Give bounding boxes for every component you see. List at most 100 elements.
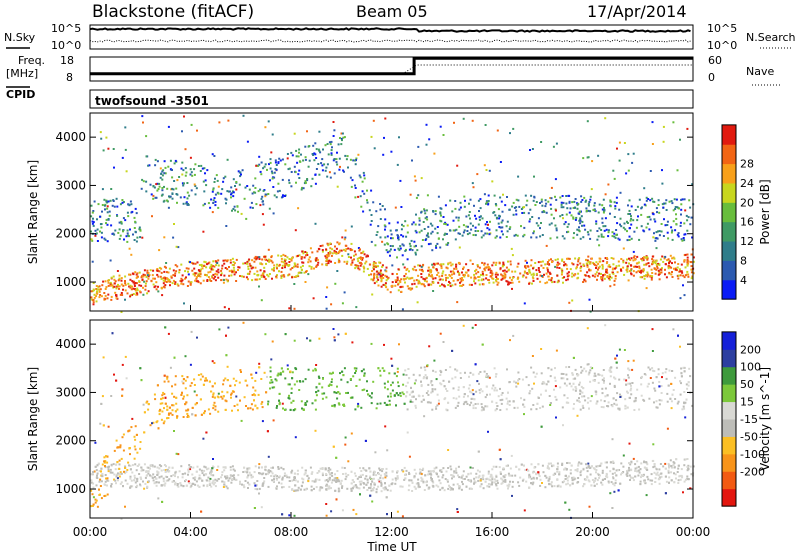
range-cell (383, 243, 386, 246)
range-cell (632, 152, 635, 155)
range-cell (240, 212, 243, 215)
range-cell (491, 476, 494, 479)
range-cell (319, 467, 322, 470)
range-cell (271, 133, 274, 136)
range-cell (442, 270, 445, 273)
range-cell (620, 473, 622, 476)
range-cell (442, 134, 445, 136)
range-cell (293, 132, 296, 135)
range-cell (651, 255, 654, 258)
range-cell (616, 392, 619, 395)
range-cell (106, 240, 109, 243)
range-cell (439, 278, 442, 281)
range-cell (278, 475, 281, 478)
range-cell (143, 280, 146, 283)
range-cell (358, 174, 361, 177)
range-cell (461, 277, 463, 279)
range-cell (298, 148, 301, 151)
range-cell (442, 341, 445, 343)
range-cell (340, 143, 343, 146)
range-cell (116, 214, 119, 217)
range-cell (126, 469, 129, 471)
range-cell (682, 284, 684, 287)
range-cell (530, 194, 533, 197)
range-cell (150, 475, 153, 478)
range-cell (95, 295, 98, 298)
range-cell (574, 198, 577, 200)
range-cell (138, 284, 141, 287)
range-cell (541, 234, 544, 236)
range-cell (577, 258, 580, 261)
range-cell (165, 271, 168, 274)
range-cell (494, 214, 497, 217)
range-cell (338, 251, 341, 253)
range-cell (400, 234, 403, 237)
range-cell (640, 394, 643, 397)
range-cell (252, 386, 255, 389)
range-cell (656, 265, 659, 268)
range-cell (129, 453, 131, 456)
range-cell (505, 397, 508, 400)
range-cell (681, 271, 684, 274)
range-cell (169, 159, 172, 162)
range-cell (175, 187, 178, 190)
range-cell (386, 288, 389, 291)
range-cell (331, 479, 334, 482)
range-cell (300, 153, 302, 156)
range-cell (105, 218, 108, 221)
range-cell (535, 236, 538, 239)
range-cell (615, 196, 618, 199)
range-cell (212, 187, 215, 190)
range-cell (550, 279, 553, 282)
range-cell (601, 279, 604, 282)
range-cell (314, 142, 317, 145)
range-cell (359, 264, 362, 267)
range-cell (397, 235, 399, 237)
range-cell (92, 289, 95, 292)
range-cell (176, 265, 179, 268)
range-cell (452, 397, 455, 400)
range-cell (513, 406, 516, 409)
range-cell (452, 229, 455, 232)
range-cell (409, 193, 412, 196)
range-cell (619, 223, 621, 226)
range-cell (184, 355, 187, 358)
range-cell (487, 203, 490, 206)
range-cell (229, 259, 232, 261)
range-cell (601, 265, 604, 268)
range-cell (671, 262, 673, 265)
range-cell (670, 471, 673, 474)
range-cell (571, 275, 574, 278)
range-cell (451, 210, 454, 213)
range-cell (416, 301, 419, 304)
range-cell (358, 480, 361, 483)
range-cell (540, 372, 543, 375)
range-cell (671, 202, 674, 205)
range-cell (679, 345, 681, 348)
range-cell (401, 485, 404, 488)
range-cell (560, 273, 563, 276)
range-cell (586, 231, 589, 234)
range-cell (435, 246, 438, 249)
range-cell (417, 281, 420, 284)
range-cell (459, 377, 462, 379)
range-cell (194, 193, 197, 196)
range-cell (403, 266, 406, 269)
range-cell (507, 260, 509, 263)
range-cell (657, 204, 660, 206)
range-cell (667, 469, 670, 472)
range-cell (307, 258, 310, 261)
range-cell (685, 214, 688, 217)
range-cell (610, 370, 613, 373)
range-cell (614, 471, 616, 474)
range-cell (209, 265, 212, 268)
range-cell (604, 478, 606, 480)
range-cell (674, 267, 677, 270)
range-cell (425, 481, 428, 484)
range-cell (575, 266, 578, 269)
range-cell (269, 161, 272, 164)
range-cell (561, 269, 564, 272)
range-cell (626, 391, 629, 394)
range-cell (184, 148, 187, 151)
range-cell (682, 274, 685, 277)
